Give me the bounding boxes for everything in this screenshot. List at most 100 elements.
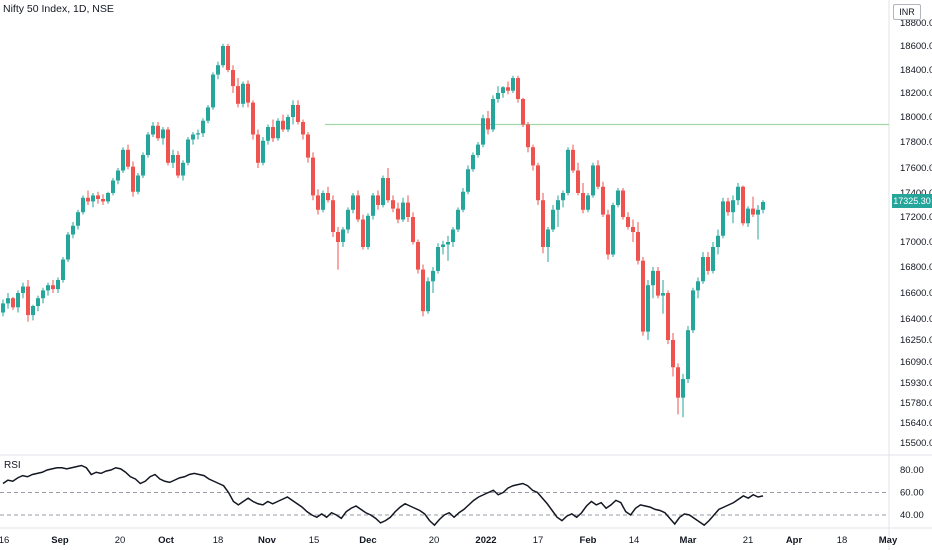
candle-body <box>436 247 440 271</box>
candle-body <box>621 190 625 217</box>
candle-body <box>491 99 495 130</box>
candle-body <box>386 178 390 201</box>
price-axis-tick: 18400.00 <box>900 65 932 76</box>
candle-body <box>46 285 50 291</box>
candle-body <box>581 193 585 210</box>
candle-body <box>256 134 260 163</box>
candlestick-series <box>1 43 765 418</box>
candle-body <box>116 170 120 181</box>
candle-body <box>106 193 110 202</box>
candle-body <box>151 125 155 135</box>
candle-body <box>31 306 35 316</box>
candle-body <box>271 127 275 139</box>
candle-body <box>466 169 470 192</box>
candle-body <box>306 134 310 158</box>
candle-body <box>591 165 595 196</box>
price-axis-tick: 18200.00 <box>900 88 932 99</box>
candle-body <box>706 257 710 271</box>
candle-body <box>561 193 565 201</box>
candle-body <box>556 200 560 210</box>
candle-body <box>476 144 480 155</box>
candle-body <box>276 120 280 139</box>
candle-body <box>296 105 300 122</box>
price-axis-tick: 16250.00 <box>900 335 932 346</box>
axes: 18800.00 18600.00 18400.00 18200.00 18000.00… <box>0 18 932 546</box>
price-axis-tick: 18000.00 <box>900 112 932 123</box>
candle-body <box>156 125 160 139</box>
candle-body <box>181 162 185 176</box>
candle-body <box>331 200 335 232</box>
candle-body <box>201 120 205 134</box>
candle-body <box>596 165 600 187</box>
candle-body <box>446 242 450 245</box>
candle-body <box>416 242 420 270</box>
candle-body <box>406 202 410 217</box>
time-axis-tick: Feb <box>580 535 597 546</box>
currency-button[interactable]: INR <box>893 4 921 20</box>
candle-body <box>681 379 685 398</box>
candle-body <box>606 214 610 255</box>
price-axis-tick: 17400.00 <box>900 188 932 199</box>
price-axis-tick: 15780.00 <box>900 398 932 409</box>
candle-body <box>496 93 500 99</box>
time-axis-tick: Nov <box>258 535 277 546</box>
candle-body <box>636 232 640 261</box>
candle-body <box>726 201 730 213</box>
candle-body <box>646 285 650 332</box>
candle-body <box>471 155 475 170</box>
candle-body <box>236 86 240 104</box>
candle-body <box>401 202 405 220</box>
time-axis-tick: 2022 <box>475 535 496 546</box>
candle-body <box>461 191 465 210</box>
candle-body <box>641 260 645 332</box>
time-axis-tick: 20 <box>429 535 440 546</box>
candle-body <box>186 139 190 163</box>
candle-body <box>411 217 415 242</box>
candle-body <box>61 259 65 280</box>
candle-body <box>701 257 705 282</box>
time-axis-tick: May <box>879 535 898 546</box>
candle-body <box>366 215 370 247</box>
candle-body <box>731 200 735 213</box>
candle-body <box>576 170 580 193</box>
candle-body <box>666 293 670 340</box>
candle-body <box>126 149 130 167</box>
candle-body <box>131 166 135 192</box>
time-axis-tick: 18 <box>213 535 224 546</box>
time-axis-tick: 14 <box>629 535 640 546</box>
candle-body <box>746 208 750 224</box>
price-axis-tick: 17000.00 <box>900 237 932 248</box>
candle-body <box>71 225 75 235</box>
price-axis-tick: 18600.00 <box>900 41 932 52</box>
candle-body <box>161 129 165 139</box>
candle-body <box>721 201 725 236</box>
candle-body <box>211 74 215 108</box>
price-axis-tick: 18800.00 <box>900 18 932 29</box>
candle-body <box>486 118 490 130</box>
rsi-axis-tick: 80.00 <box>900 465 924 476</box>
candle-body <box>586 195 590 210</box>
candle-body <box>206 107 210 121</box>
candle-body <box>76 212 80 226</box>
candle-body <box>756 209 760 215</box>
candle-body <box>101 199 105 202</box>
candle-body <box>736 186 740 201</box>
candle-body <box>26 286 30 316</box>
candle-body <box>221 46 225 66</box>
candle-body <box>96 195 100 199</box>
price-axis-tick: 16090.00 <box>900 357 932 368</box>
candle-body <box>66 234 70 260</box>
candle-body <box>146 134 150 155</box>
candle-body <box>711 247 715 271</box>
candle-body <box>11 298 15 308</box>
price-axis-tick: 17200.00 <box>900 212 932 223</box>
candle-body <box>546 229 550 247</box>
candle-body <box>266 127 270 141</box>
time-axis-tick: 16 <box>0 535 9 546</box>
rsi-axis-tick: 40.00 <box>900 510 924 521</box>
candle-body <box>91 195 95 202</box>
candle-body <box>396 208 400 220</box>
candle-body <box>656 270 660 296</box>
price-axis-tick: 15640.00 <box>900 418 932 429</box>
